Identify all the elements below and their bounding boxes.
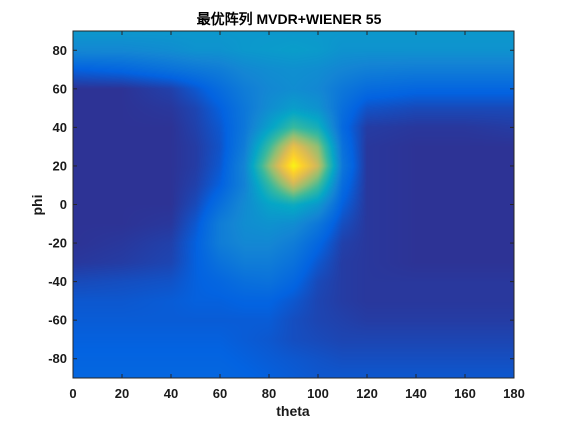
x-tick-label: 100 xyxy=(307,386,329,401)
x-tick-label: 140 xyxy=(405,386,427,401)
x-tick-label: 60 xyxy=(213,386,227,401)
heatmap-canvas xyxy=(73,31,514,378)
x-tick-label: 120 xyxy=(356,386,378,401)
x-tick-label: 0 xyxy=(69,386,76,401)
plot-area xyxy=(72,30,515,379)
heatmap-surface xyxy=(73,31,514,378)
chart-title: 最优阵列 MVDR+WIENER 55 xyxy=(197,11,382,27)
x-axis-label: theta xyxy=(276,403,310,419)
x-axis-ticks: 0 20 40 60 80 100 120 140 160 180 xyxy=(69,31,525,401)
x-tick-label: 180 xyxy=(503,386,525,401)
x-tick-label: 40 xyxy=(164,386,178,401)
y-tick-label: -20 xyxy=(48,236,67,251)
x-tick-label: 20 xyxy=(115,386,129,401)
y-tick-label: 40 xyxy=(53,120,67,135)
y-tick-label: -80 xyxy=(48,351,67,366)
y-axis-label: phi xyxy=(29,195,45,216)
y-tick-label: -60 xyxy=(48,313,67,328)
y-tick-label: -40 xyxy=(48,274,67,289)
x-tick-label: 80 xyxy=(262,386,276,401)
x-tick-label: 160 xyxy=(454,386,476,401)
y-tick-label: 0 xyxy=(60,197,67,212)
y-tick-label: 20 xyxy=(53,158,67,173)
y-tick-label: 60 xyxy=(53,81,67,96)
y-axis-ticks: 80 60 40 20 0 -20 -40 -60 -80 xyxy=(48,43,514,366)
y-tick-label: 80 xyxy=(53,43,67,58)
